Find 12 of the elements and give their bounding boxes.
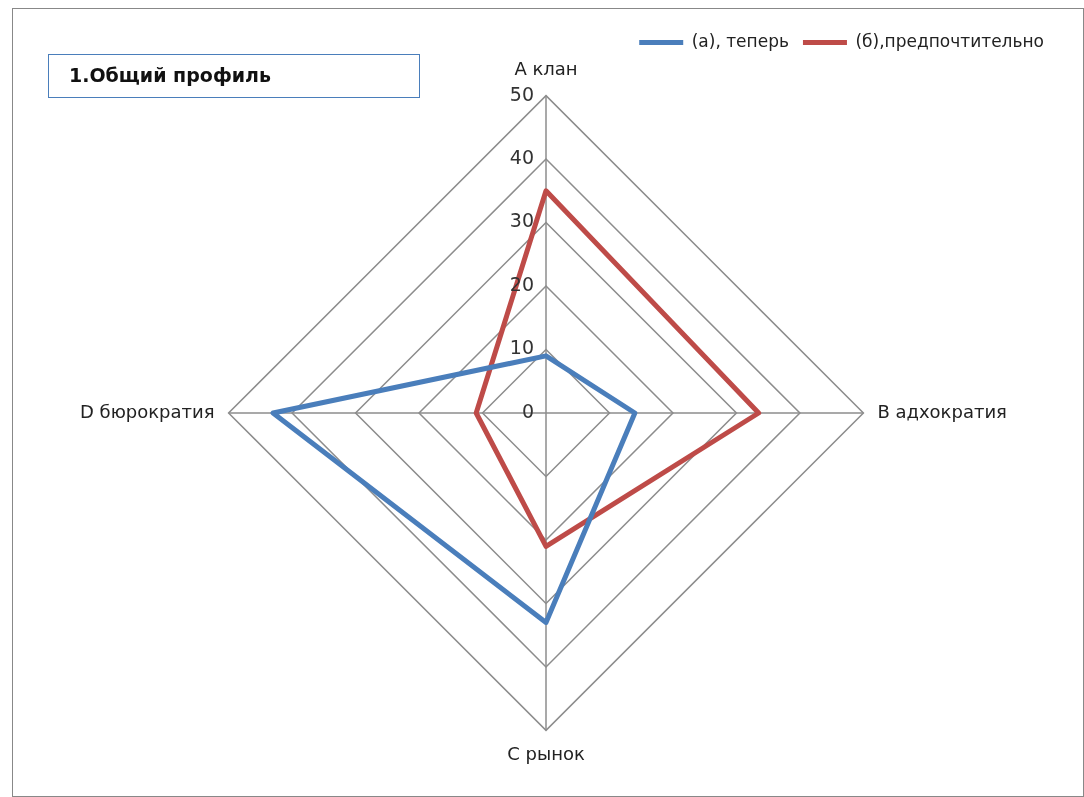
y-tick-label: 40 bbox=[509, 146, 534, 169]
spoke-label: В адхократия bbox=[877, 400, 1007, 422]
y-tick-label: 50 bbox=[509, 82, 534, 105]
spoke-label: А клан bbox=[514, 58, 578, 80]
y-tick-label: 30 bbox=[509, 209, 534, 232]
y-tick-label: 0 bbox=[521, 399, 534, 422]
legend-label: (а), теперь bbox=[691, 30, 789, 51]
spoke-label: D бюрократия bbox=[79, 400, 215, 422]
text: 1.Общий профиль bbox=[48, 54, 420, 98]
spoke-label: С рынок bbox=[507, 742, 585, 764]
y-tick-label: 10 bbox=[509, 336, 534, 359]
legend-label: (б),предпочтительно bbox=[855, 30, 1044, 51]
